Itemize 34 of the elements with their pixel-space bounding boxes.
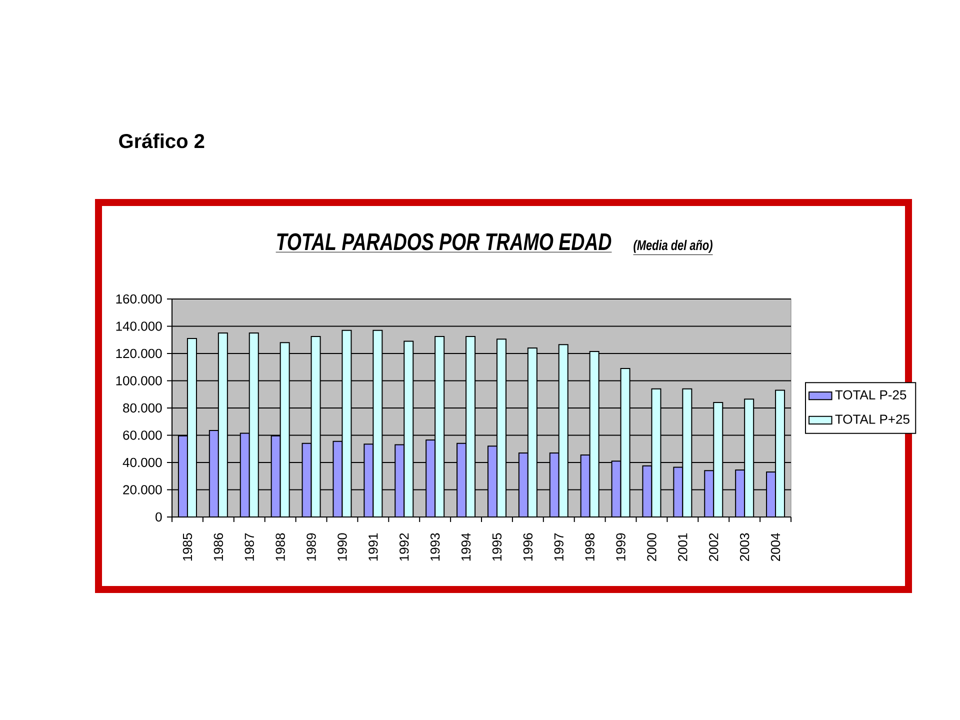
- x-tick-label: 2003: [740, 533, 750, 561]
- x-tick-label: 1994: [461, 533, 471, 561]
- x-tick-label: 2004: [770, 533, 780, 561]
- x-tick-label: 2002: [709, 533, 718, 561]
- y-tick-label: 140.000: [116, 322, 162, 331]
- y-tick-label: 160.000: [116, 294, 162, 304]
- x-tick-label: 1991: [368, 533, 378, 561]
- chart-subtitle: (Media del año): [634, 240, 712, 253]
- x-tick-label: 1996: [523, 533, 533, 561]
- x-tick-label: 1999: [616, 533, 626, 561]
- x-tick-label: 1995: [492, 533, 502, 561]
- y-tick-label: 20.000: [123, 485, 162, 494]
- legend-label: TOTAL P+25: [835, 414, 910, 424]
- x-tick-label: 1992: [400, 533, 409, 561]
- x-tick-label: 1986: [214, 533, 224, 561]
- x-tick-label: 1990: [338, 533, 347, 561]
- chart-title: TOTAL PARADOS POR TRAMO EDAD: [277, 233, 612, 250]
- x-tick-label: 1997: [554, 533, 564, 561]
- x-tick-label: 1985: [182, 533, 192, 561]
- y-tick-label: 120.000: [116, 348, 162, 358]
- y-tick-label: 40.000: [122, 458, 162, 468]
- legend-label: TOTAL P-25: [835, 390, 906, 400]
- x-tick-label: 2001: [678, 533, 688, 561]
- text: Gráfico 2: [119, 133, 204, 148]
- x-tick-label: 1988: [276, 533, 285, 561]
- y-tick-label: 60.000: [123, 430, 162, 440]
- x-tick-label: 1987: [244, 533, 254, 561]
- x-tick-label: 2000: [647, 533, 656, 561]
- x-tick-label: 1998: [585, 533, 594, 561]
- y-tick-label: 80.000: [123, 403, 162, 413]
- y-tick-label: 100.000: [116, 376, 162, 386]
- x-tick-label: 1989: [306, 533, 316, 561]
- x-tick-label: 1993: [430, 533, 440, 561]
- y-tick-label: 0: [156, 512, 162, 522]
